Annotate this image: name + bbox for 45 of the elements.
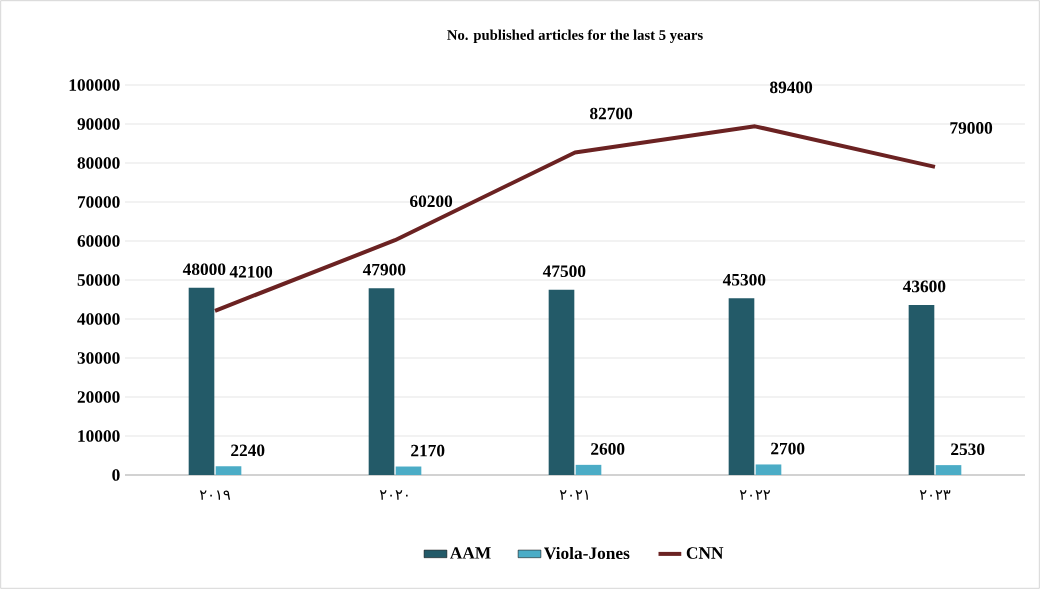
data-label: 2170 [411, 444, 445, 457]
data-label: 45300 [722, 273, 766, 286]
chart-title: No. published articles for the last 5 years [447, 29, 703, 43]
legend-label: CNN [686, 547, 724, 559]
x-tick-label: ٢٠٢٣ [919, 490, 951, 500]
legend-label: AAM [449, 547, 491, 559]
data-label: 47900 [362, 263, 406, 276]
y-tick-label: 10000 [78, 430, 120, 442]
bar [755, 464, 782, 475]
bar [368, 288, 395, 475]
bar [215, 466, 242, 475]
data-label: 48000 [182, 263, 226, 276]
bar [575, 464, 602, 475]
x-tick-label: ٢٠١٩ [199, 490, 231, 500]
y-tick-label: 30000 [77, 352, 120, 364]
data-label: 60200 [410, 195, 453, 208]
bar [935, 465, 962, 475]
legend-label: Viola-Jones [544, 546, 630, 560]
y-tick-label: 40000 [77, 313, 120, 325]
y-tick-label: 100000 [69, 79, 120, 91]
bar [728, 298, 755, 475]
bar [188, 287, 215, 475]
data-label: 2240 [231, 444, 265, 457]
bar [908, 304, 935, 475]
data-label: 43600 [902, 280, 946, 293]
y-tick-label: 70000 [77, 196, 120, 208]
y-tick-label: 0 [112, 469, 120, 481]
bar [548, 289, 575, 475]
data-label: 47500 [542, 265, 586, 278]
x-tick-label: ٢٠٢٠ [379, 490, 408, 500]
data-label: 2700 [771, 442, 805, 455]
data-label: 2530 [951, 443, 985, 456]
data-label: 2600 [591, 443, 625, 455]
data-label: 82700 [590, 107, 633, 120]
x-tick-label: ٢٠٢٢ [739, 490, 771, 500]
y-tick-label: 80000 [77, 157, 120, 169]
data-label: 42100 [229, 266, 273, 278]
bar [395, 466, 422, 475]
y-tick-label: 50000 [77, 274, 120, 286]
data-label: 89400 [770, 81, 813, 94]
data-label: 79000 [950, 122, 993, 134]
y-tick-label: 60000 [77, 235, 120, 247]
y-tick-label: 20000 [77, 391, 120, 403]
x-tick-label: ٢٠٢١ [559, 490, 588, 500]
y-tick-label: 90000 [77, 118, 120, 130]
